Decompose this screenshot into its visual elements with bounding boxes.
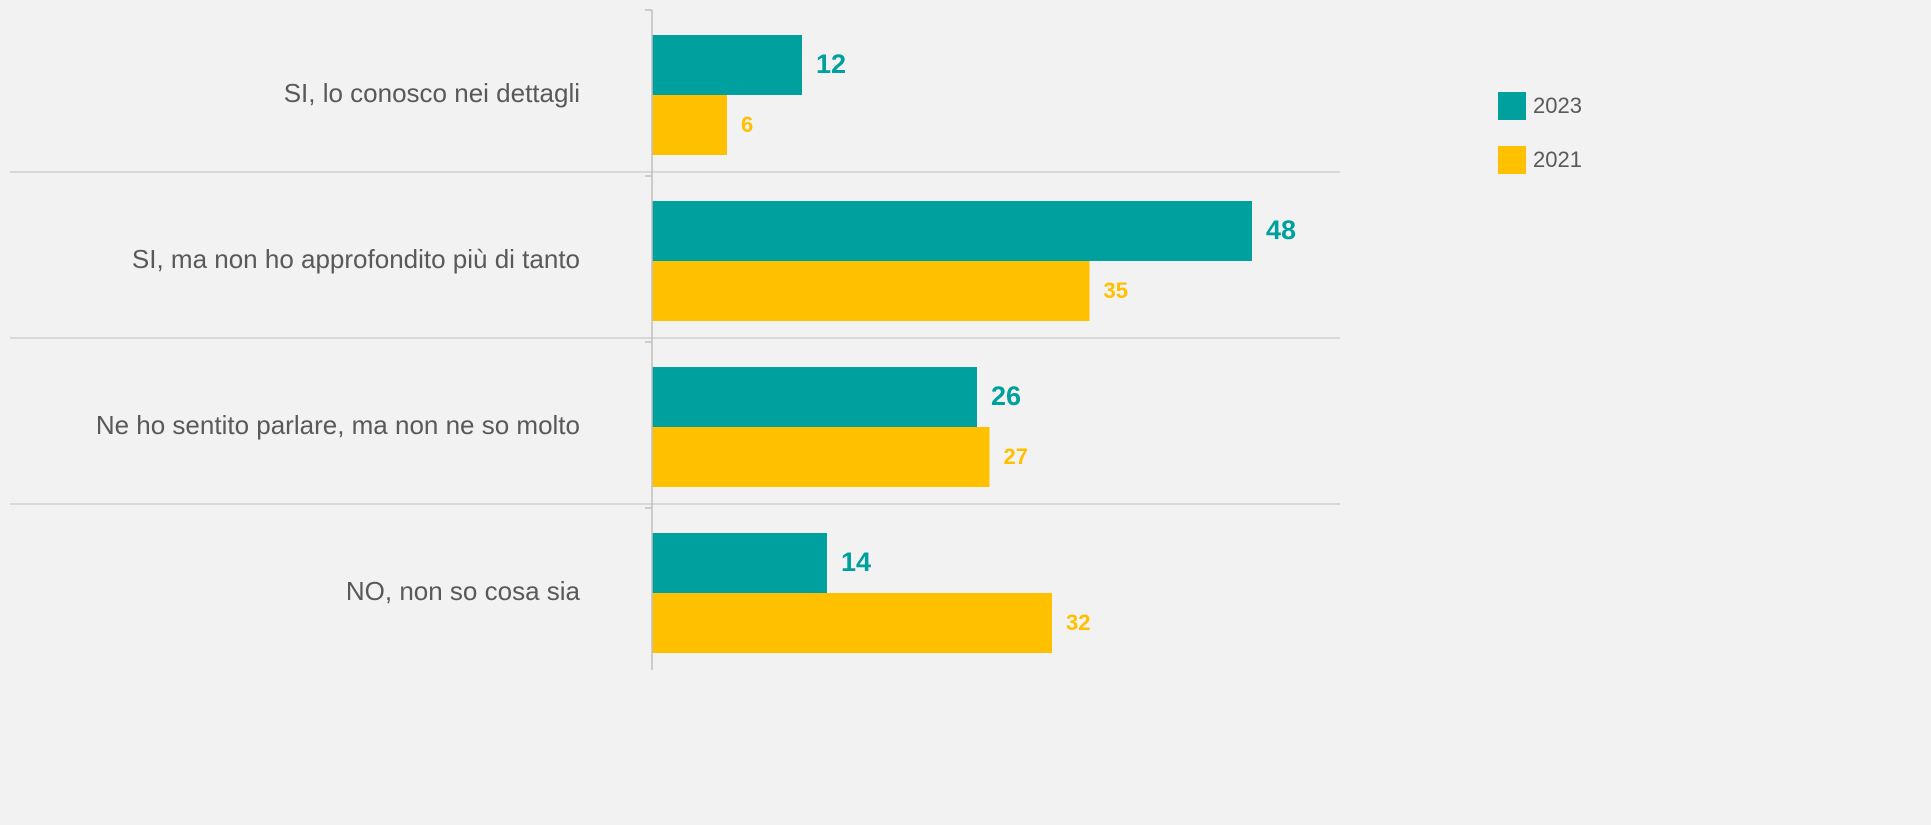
bar xyxy=(652,95,727,155)
category-label: Ne ho sentito parlare, ma non ne so molt… xyxy=(96,410,580,440)
data-label: 12 xyxy=(816,49,846,79)
data-label: 27 xyxy=(1004,444,1028,469)
bar xyxy=(652,35,802,95)
legend-label: 2023 xyxy=(1533,93,1582,118)
data-label: 14 xyxy=(841,547,871,577)
bar xyxy=(652,533,827,593)
bar xyxy=(652,427,990,487)
category-label: SI, lo conosco nei dettagli xyxy=(284,78,580,108)
data-label: 6 xyxy=(741,112,753,137)
bar xyxy=(652,261,1090,321)
category-label: SI, ma non ho approfondito più di tanto xyxy=(132,244,580,274)
data-label: 26 xyxy=(991,381,1021,411)
legend-swatch xyxy=(1498,92,1526,120)
data-label: 32 xyxy=(1066,610,1090,635)
bar xyxy=(652,201,1252,261)
bar xyxy=(652,367,977,427)
legend-label: 2021 xyxy=(1533,147,1582,172)
bar xyxy=(652,593,1052,653)
legend-swatch xyxy=(1498,146,1526,174)
data-label: 35 xyxy=(1104,278,1128,303)
data-label: 48 xyxy=(1266,215,1296,245)
category-label: NO, non so cosa sia xyxy=(346,576,581,606)
